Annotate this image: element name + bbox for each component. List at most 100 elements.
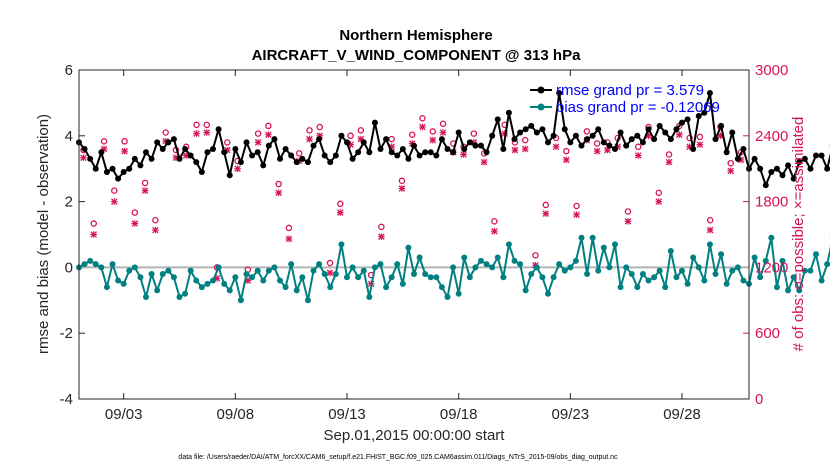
- rmse-point: [103, 168, 110, 175]
- rmse-point: [210, 145, 216, 152]
- obs-possible-marker: [100, 138, 108, 145]
- rmse-point: [595, 126, 602, 133]
- rmse-point: [444, 145, 451, 152]
- obs-assimilated-marker: [131, 220, 139, 227]
- obs-possible-marker: [470, 130, 478, 137]
- bias-point: [455, 290, 462, 297]
- bias-point: [472, 264, 479, 271]
- bias-point: [762, 257, 769, 264]
- bias-point: [589, 234, 596, 241]
- y-left-tick-label: 4: [65, 128, 73, 145]
- bias-point: [288, 261, 295, 268]
- rmse-point: [651, 136, 658, 143]
- legend-entry-bias: bias grand pr = -0.12069: [530, 99, 720, 116]
- legend: rmse grand pr = 3.579 bias grand pr = -0…: [530, 82, 720, 116]
- bias-point: [304, 297, 311, 304]
- bias-point: [154, 287, 161, 294]
- bias-point: [310, 267, 317, 274]
- rmse-point: [87, 155, 94, 162]
- plot-area: [79, 70, 749, 399]
- bias-point: [388, 274, 395, 281]
- rmse-point: [260, 162, 267, 169]
- obs-assimilated-marker: [419, 123, 426, 131]
- obs-assimilated-marker: [121, 147, 128, 155]
- bias-point: [461, 254, 468, 261]
- bias-point: [790, 274, 797, 281]
- bias-point: [338, 241, 345, 248]
- bias-point: [801, 267, 808, 274]
- rmse-point: [623, 142, 630, 149]
- obs-possible-marker: [624, 208, 632, 215]
- bias-point: [143, 294, 149, 301]
- y-right-tick-label: 0: [755, 391, 763, 408]
- x-tick-label: 09/13: [328, 406, 366, 423]
- bias-point: [617, 284, 624, 291]
- rmse-point: [578, 142, 585, 149]
- rmse-point: [198, 168, 205, 175]
- rmse-point: [818, 152, 825, 159]
- bias-point: [807, 267, 814, 274]
- bias-point: [204, 280, 211, 287]
- rmse-point: [505, 109, 512, 116]
- bias-point: [115, 277, 122, 284]
- rmse-point: [344, 139, 350, 146]
- rmse-point: [388, 149, 395, 156]
- bias-point: [355, 274, 362, 281]
- bias-point: [785, 287, 792, 294]
- x-tick-label: 09/08: [217, 406, 255, 423]
- rmse-point: [494, 116, 501, 123]
- obs-possible-marker: [295, 150, 303, 157]
- rmse-point: [265, 142, 272, 149]
- rmse-point: [399, 145, 406, 152]
- bias-series: [76, 234, 830, 304]
- obs-assimilated-marker: [727, 167, 734, 175]
- rmse-point: [433, 152, 440, 159]
- rmse-point: [584, 136, 591, 143]
- bias-point: [673, 274, 680, 281]
- rmse-point: [321, 152, 328, 159]
- rmse-point: [92, 165, 99, 172]
- obs-assimilated-marker: [573, 211, 580, 219]
- rmse-point: [639, 139, 646, 146]
- rmse-point: [533, 129, 540, 136]
- bias-point: [751, 254, 758, 261]
- rmse-point: [773, 165, 780, 172]
- obs-possible-marker: [224, 139, 231, 146]
- bias-point: [433, 274, 440, 281]
- obs-possible-marker: [573, 202, 580, 210]
- rmse-point: [405, 155, 412, 162]
- rmse-point: [662, 129, 669, 136]
- rmse-point: [126, 165, 133, 172]
- x-tick-labels: 09/03 09/08 09/13 09/18 09/23 09/28: [105, 406, 701, 423]
- obs-assimilated-marker: [378, 233, 385, 240]
- obs-assimilated-marker: [439, 129, 447, 136]
- bias-point: [321, 270, 328, 277]
- rmse-point: [500, 145, 507, 152]
- rmse-point: [131, 155, 138, 162]
- rmse-point: [612, 145, 618, 152]
- rmse-point: [377, 145, 384, 152]
- obs-assimilated-marker: [521, 145, 529, 153]
- bias-point: [572, 257, 579, 264]
- bias-point: [706, 241, 713, 248]
- rmse-point: [120, 168, 127, 175]
- bias-point: [159, 270, 166, 277]
- bias-point: [120, 280, 127, 287]
- rmse-point: [589, 132, 596, 139]
- bias-point: [695, 264, 702, 271]
- legend-rmse-label: rmse grand pr = 3.579: [556, 82, 704, 99]
- rmse-point: [572, 132, 579, 139]
- bias-point: [550, 274, 557, 281]
- rmse-point: [723, 149, 730, 156]
- y-left-tick-label: 2: [65, 194, 73, 211]
- y-axis-label-right: # of obs: o=possible; ×=assimilated: [790, 117, 807, 352]
- rmse-point: [539, 126, 546, 133]
- rmse-point: [193, 159, 200, 166]
- obs-assimilated-marker: [460, 151, 467, 158]
- x-tick-label: 09/03: [105, 406, 143, 423]
- rmse-point: [271, 136, 278, 143]
- y-right-tick-label: 600: [755, 325, 780, 342]
- rmse-point: [154, 139, 161, 146]
- bias-point: [483, 261, 490, 268]
- bias-point: [729, 267, 736, 274]
